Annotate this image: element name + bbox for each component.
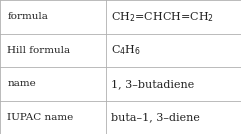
Text: Hill formula: Hill formula	[7, 46, 70, 55]
Text: IUPAC name: IUPAC name	[7, 113, 74, 122]
Text: formula: formula	[7, 12, 48, 21]
Text: name: name	[7, 79, 36, 88]
Text: buta–1, 3–diene: buta–1, 3–diene	[111, 112, 200, 122]
Text: CH$_2$=CHCH=CH$_2$: CH$_2$=CHCH=CH$_2$	[111, 10, 214, 24]
Text: C$_4$H$_6$: C$_4$H$_6$	[111, 43, 141, 57]
Text: 1, 3–butadiene: 1, 3–butadiene	[111, 79, 194, 89]
